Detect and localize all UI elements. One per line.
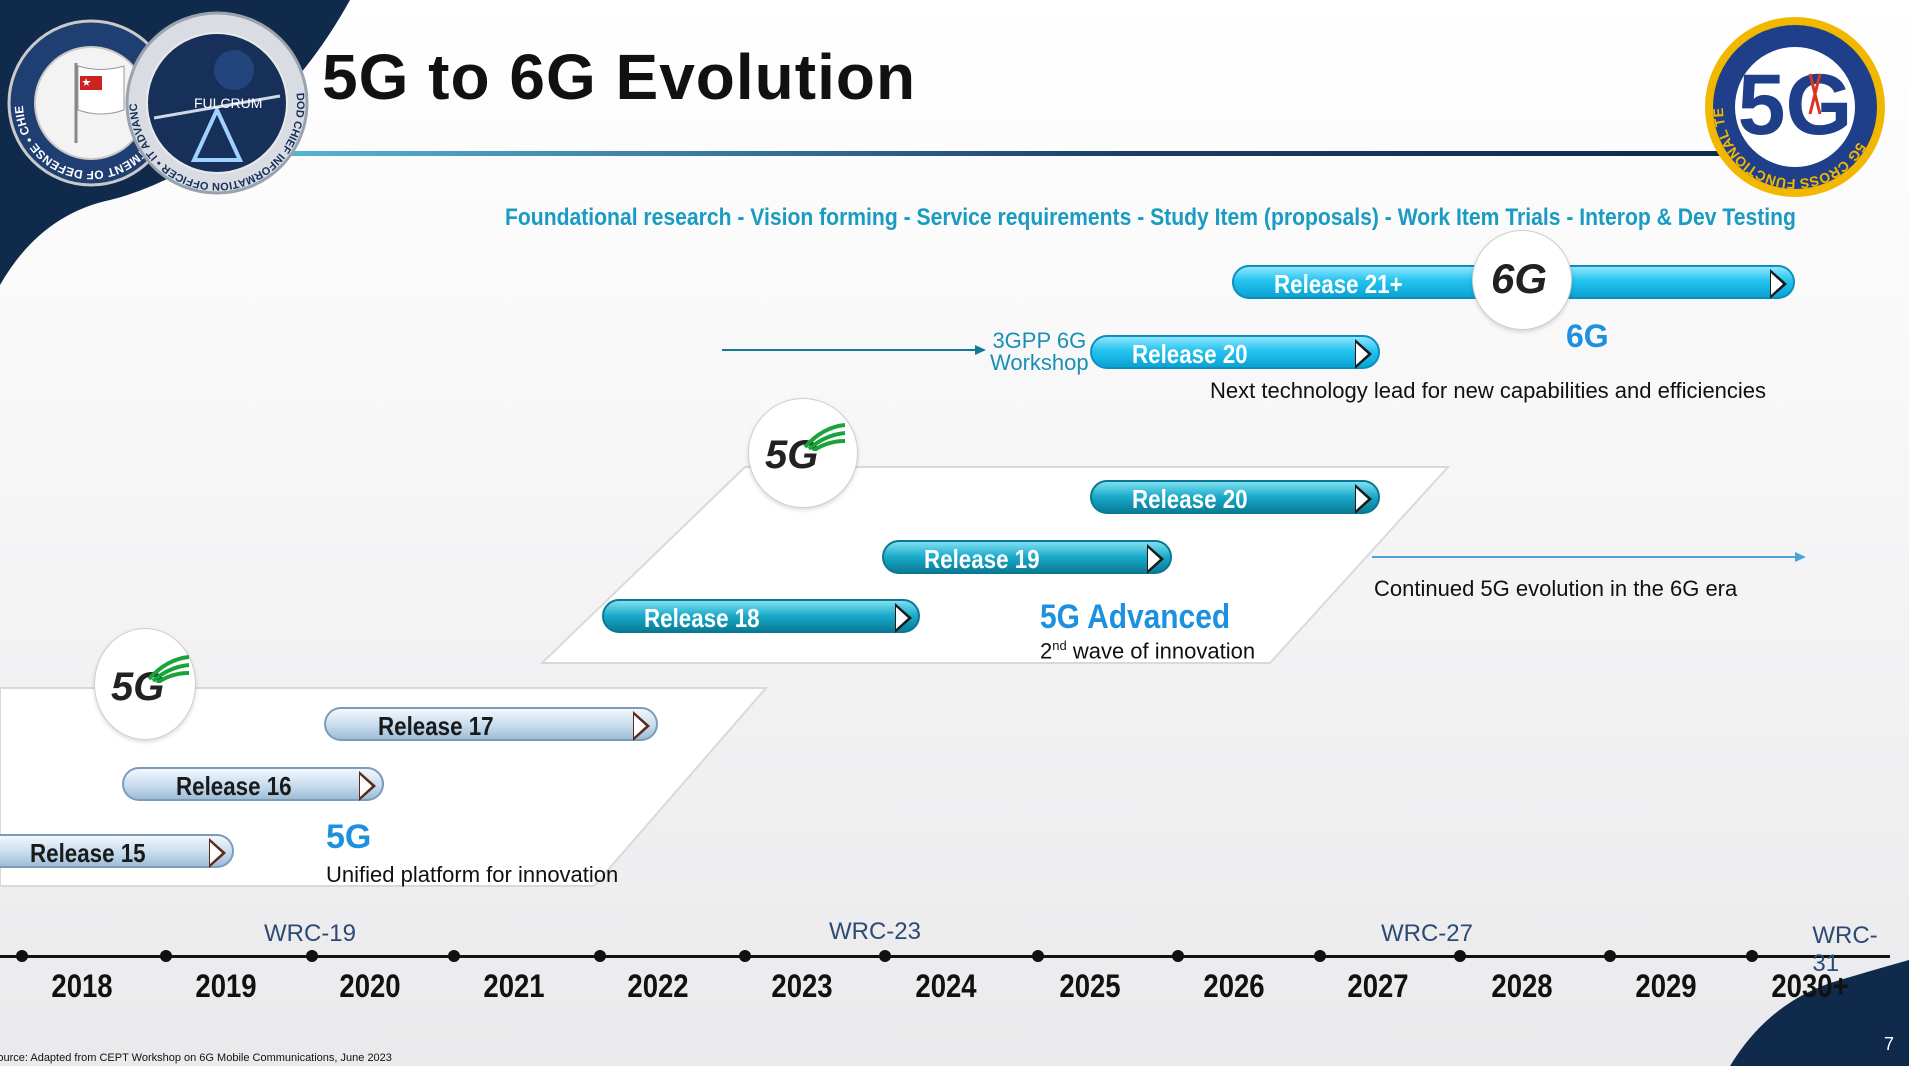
6g-logo-icon: 6G bbox=[1472, 230, 1572, 330]
wrc-label: WRC-31 bbox=[1812, 922, 1878, 977]
timeline-dot bbox=[879, 950, 891, 962]
timeline-dot bbox=[1746, 950, 1758, 962]
5g-logo-icon: 5G bbox=[94, 628, 196, 740]
source-note: Source: Adapted from CEPT Workshop on 6G… bbox=[0, 1052, 392, 1064]
6g-label: 6G bbox=[1566, 318, 1609, 354]
timeline-dot bbox=[16, 950, 28, 962]
timeline-year: 2020 bbox=[339, 968, 401, 1004]
cio-seal-center-text: FULCRUM bbox=[194, 95, 262, 111]
page-title: 5G to 6G Evolution bbox=[322, 41, 917, 113]
timeline-dot bbox=[448, 950, 460, 962]
timeline-dot bbox=[1032, 950, 1044, 962]
timeline-axis bbox=[0, 955, 1890, 958]
page-number: 7 bbox=[1884, 1034, 1895, 1054]
release-18-bar[interactable]: Release 18 bbox=[602, 599, 920, 633]
timeline-year: 2027 bbox=[1347, 968, 1409, 1004]
workshop-arrow bbox=[722, 345, 986, 355]
timeline-year: 2029 bbox=[1635, 968, 1697, 1004]
timeline-dot bbox=[1604, 950, 1616, 962]
5g-advanced-release-20-bar[interactable]: Release 20 bbox=[1090, 480, 1380, 514]
wrc-label: WRC-23 bbox=[828, 918, 922, 945]
timeline-year: 2025 bbox=[1059, 968, 1121, 1004]
timeline-year: 2018 bbox=[51, 968, 113, 1004]
6g-description: Next technology lead for new capabilitie… bbox=[1210, 378, 1767, 403]
timeline-dot bbox=[306, 950, 318, 962]
6g-release-20-bar[interactable]: Release 20 bbox=[1090, 335, 1380, 369]
release-17-bar[interactable]: Release 17 bbox=[324, 707, 658, 741]
timeline-year: 2023 bbox=[771, 968, 833, 1004]
3gpp-6g-workshop-label: 3GPP 6G Workshop bbox=[990, 328, 1089, 375]
timeline-dot bbox=[160, 950, 172, 962]
release-19-bar[interactable]: Release 19 bbox=[882, 540, 1172, 574]
continued-evolution-text: Continued 5G evolution in the 6G era bbox=[1374, 576, 1738, 601]
5g-label: 5G bbox=[326, 818, 372, 856]
release-15-bar[interactable]: Release 15 bbox=[0, 834, 234, 868]
bottom-right-corner-shape bbox=[1730, 960, 1909, 1066]
timeline-dot bbox=[739, 950, 751, 962]
timeline-dot bbox=[1454, 950, 1466, 962]
timeline-year: 2022 bbox=[627, 968, 689, 1004]
cio-fulcrum-seal-logo: FULCRUM DOD CHIEF INFORMATION OFFICER • … bbox=[124, 10, 309, 195]
timeline-dot bbox=[594, 950, 606, 962]
release-16-bar[interactable]: Release 16 bbox=[122, 767, 384, 801]
5g-cft-seal-logo: 5G 5G CROSS FUNCTIONAL TEAM bbox=[1702, 14, 1885, 197]
timeline-dot bbox=[1314, 950, 1326, 962]
5g-advanced-label: 5G Advanced bbox=[1040, 598, 1231, 636]
timeline-year: 2024 bbox=[915, 968, 977, 1004]
title-underline bbox=[260, 151, 1720, 156]
timeline-year: 2021 bbox=[483, 968, 545, 1004]
5g-description: Unified platform for innovation bbox=[326, 862, 619, 887]
timeline-year: 2028 bbox=[1491, 968, 1553, 1004]
wrc-label: WRC-27 bbox=[1380, 920, 1474, 947]
continued-evolution-arrow bbox=[1372, 552, 1806, 562]
wrc-label: WRC-19 bbox=[263, 920, 357, 947]
timeline-year: 2030+ bbox=[1771, 968, 1849, 1004]
5g-advanced-logo-icon: 5G bbox=[748, 398, 858, 508]
5g-advanced-subtitle: 2nd wave of innovation bbox=[1040, 638, 1256, 664]
signal-waves-icon bbox=[803, 423, 846, 451]
timeline-year: 2026 bbox=[1203, 968, 1265, 1004]
timeline-dot bbox=[1172, 950, 1184, 962]
stages-line: Foundational research - Vision forming -… bbox=[505, 204, 1796, 231]
cft-seal-center-text: 5G bbox=[1738, 57, 1853, 153]
signal-waves-icon bbox=[147, 655, 190, 683]
timeline-year: 2019 bbox=[195, 968, 257, 1004]
